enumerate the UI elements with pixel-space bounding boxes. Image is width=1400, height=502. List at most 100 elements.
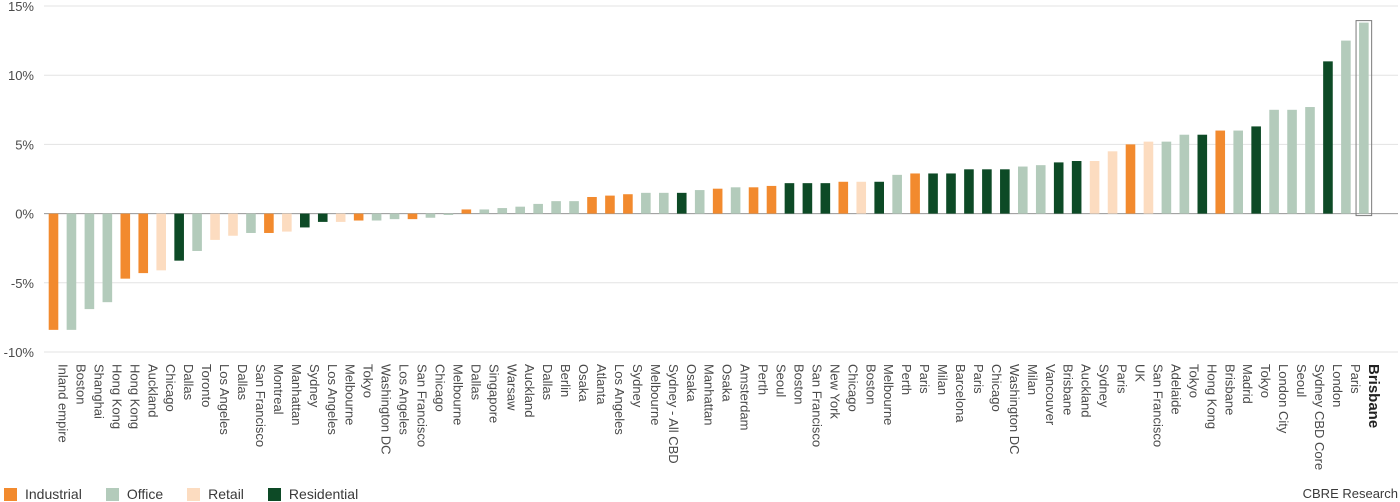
bar: [1089, 161, 1100, 214]
bar: [389, 213, 400, 220]
bar: [246, 213, 256, 233]
bar: [335, 213, 346, 222]
bar: [928, 173, 938, 214]
x-tick-label: Melbourne: [343, 364, 358, 425]
x-tick-label: London: [1330, 364, 1345, 407]
x-tick-label: Tokyo: [1186, 364, 1201, 398]
bar: [174, 213, 184, 261]
x-tick-label: UK: [1133, 364, 1148, 382]
x-tick-label: Boston: [791, 364, 806, 404]
y-tick-label: 5%: [15, 137, 34, 152]
bar: [1341, 40, 1351, 214]
x-tick-label: Sydney: [630, 364, 645, 408]
bar: [461, 209, 472, 214]
bar: [1197, 134, 1208, 214]
x-tick-label: Melbourne: [450, 364, 465, 425]
bar: [1107, 151, 1118, 214]
legend-label-residential: Residential: [288, 486, 359, 502]
bar: [1071, 161, 1082, 214]
x-tick-label: Auckland: [145, 364, 160, 417]
x-tick-label: Montreal: [271, 364, 286, 415]
x-tick-label: Toronto: [199, 364, 214, 407]
x-tick-label: Shanghai: [91, 364, 106, 419]
x-tick-label: Chicago: [845, 364, 860, 412]
x-tick-label: Los Angeles: [217, 364, 232, 435]
bar: [694, 190, 705, 214]
bar: [84, 213, 95, 310]
bar: [102, 213, 113, 303]
bar: [138, 213, 149, 274]
bar: [1035, 165, 1046, 214]
bar: [659, 192, 669, 214]
x-tick-label: Manhattan: [289, 364, 304, 425]
legend-swatch-office: [105, 487, 119, 501]
bar: [874, 181, 884, 214]
x-tick-label: Adelaide: [1168, 364, 1183, 415]
x-tick-label: Atlanta: [594, 364, 609, 405]
x-tick-label: Brisbane: [1061, 364, 1076, 415]
x-tick-label: Boston: [863, 364, 878, 404]
bar: [443, 213, 454, 215]
legend-swatch-retail: [187, 487, 201, 501]
bar: [1323, 61, 1333, 214]
x-tick-label: San Francisco: [809, 364, 824, 447]
x-tick-label: Perth: [899, 364, 914, 395]
bar: [676, 192, 687, 214]
x-tick-label: Brisbane: [1365, 364, 1382, 428]
bar: [1215, 130, 1226, 214]
x-tick-label: Paris: [1348, 364, 1363, 394]
x-tick-label: New York: [827, 364, 842, 419]
x-tick-label: London City: [1276, 364, 1291, 434]
x-tick-label: Tokyo: [1258, 364, 1273, 398]
x-tick-label: Hong Kong: [127, 364, 142, 429]
bar: [730, 187, 741, 214]
bar: [192, 213, 202, 251]
y-tick-label: 0%: [15, 207, 34, 222]
bar: [892, 174, 902, 214]
x-tick-label: Dallas: [235, 364, 250, 401]
bar: [407, 213, 418, 220]
x-tick-label: Milan: [935, 364, 950, 395]
x-tick-label: Paris: [971, 364, 986, 394]
bar: [587, 196, 597, 214]
bar: [605, 195, 615, 214]
x-tick-label: Hong Kong: [109, 364, 124, 429]
bar: [371, 213, 382, 221]
legend-item-residential: Residential: [267, 486, 359, 502]
x-tick-label: San Francisco: [253, 364, 268, 447]
x-tick-label: Melbourne: [881, 364, 896, 425]
x-tick-label: Auckland: [1079, 364, 1094, 417]
x-tick-label: Chicago: [432, 364, 447, 412]
x-tick-label: Brisbane: [1222, 364, 1237, 415]
bar: [282, 213, 292, 232]
x-tick-label: Sydney: [1097, 364, 1112, 408]
bar: [964, 169, 974, 214]
bar: [479, 209, 490, 214]
x-tick-label: Singapore: [486, 364, 501, 423]
legend-item-retail: Retail: [187, 486, 244, 502]
x-tick-label: Dallas: [468, 364, 483, 401]
x-tick-label: Perth: [756, 364, 771, 395]
x-tick-label: Los Angeles: [397, 364, 412, 435]
x-tick-label: Los Angeles: [325, 364, 340, 435]
bar: [120, 213, 131, 279]
bar: [317, 213, 328, 222]
x-tick-label: Chicago: [163, 364, 178, 412]
legend-label-industrial: Industrial: [25, 486, 82, 502]
bar: [264, 213, 274, 233]
y-tick-label: 10%: [8, 68, 34, 83]
x-tick-label: Sydney - All CBD: [666, 364, 681, 464]
bar: [1125, 144, 1136, 214]
bar: [1161, 141, 1172, 214]
bar: [48, 213, 59, 330]
x-tick-label: Osaka: [576, 364, 591, 402]
bar: [1000, 169, 1010, 214]
x-tick-label: Paris: [917, 364, 932, 394]
bar: [515, 206, 525, 214]
x-tick-label: Washington DC: [1007, 364, 1022, 455]
bar: [982, 169, 992, 214]
x-tick-label: Madrid: [1240, 364, 1255, 404]
bar: [1053, 162, 1064, 214]
bar: [1305, 107, 1315, 214]
bar: [300, 213, 310, 228]
